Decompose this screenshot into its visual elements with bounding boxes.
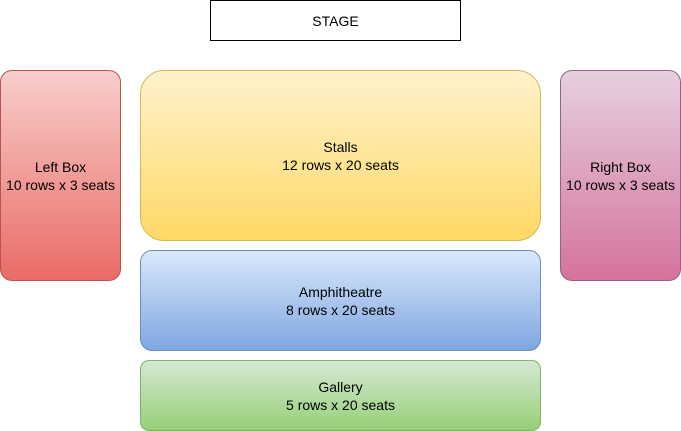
stalls-section: Stalls 12 rows x 20 seats	[140, 70, 541, 241]
stalls-capacity: 12 rows x 20 seats	[282, 157, 399, 173]
right-box-capacity: 10 rows x 3 seats	[566, 176, 675, 193]
amphitheatre-name: Amphitheatre	[298, 283, 383, 300]
left-box-capacity: 10 rows x 3 seats	[6, 176, 115, 193]
gallery-name: Gallery	[318, 378, 363, 395]
stage-label: STAGE	[312, 12, 359, 29]
amphitheatre-capacity: 8 rows x 20 seats	[286, 301, 395, 318]
right-box-name: Right Box	[590, 158, 651, 175]
amphitheatre-section: Amphitheatre 8 rows x 20 seats	[140, 250, 541, 351]
gallery-section: Gallery 5 rows x 20 seats	[140, 360, 541, 431]
right-box-section: Right Box 10 rows x 3 seats	[560, 70, 681, 281]
gallery-capacity: 5 rows x 20 seats	[286, 396, 395, 413]
left-box-section: Left Box 10 rows x 3 seats	[0, 70, 121, 281]
stalls-name: Stalls	[323, 139, 358, 155]
left-box-name: Left Box	[34, 158, 87, 175]
stage-box: STAGE	[210, 0, 461, 41]
